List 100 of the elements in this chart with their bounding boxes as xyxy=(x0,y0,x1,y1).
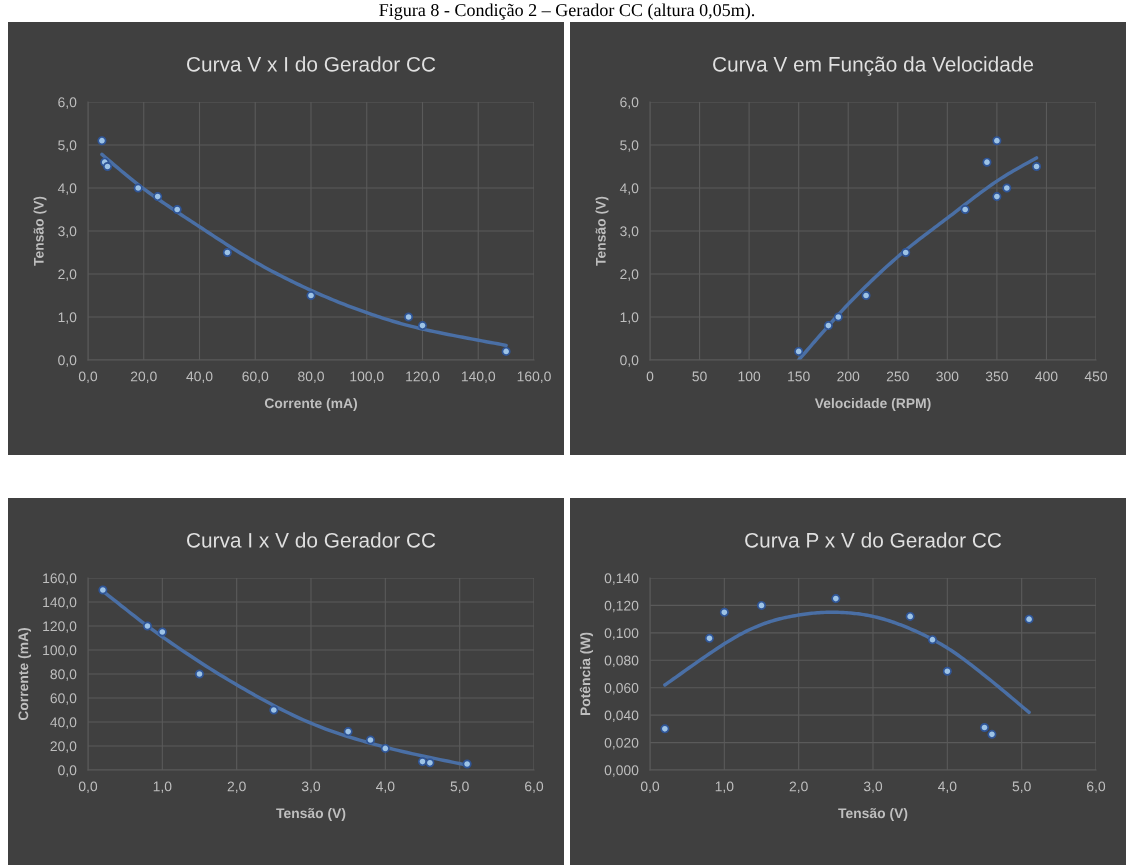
x-tick-label: 450 xyxy=(1084,371,1108,382)
y-tick-label: 20,0 xyxy=(50,741,77,753)
point xyxy=(97,136,107,146)
chart-title: Curva V x I do Gerador CC xyxy=(187,56,436,72)
y-axis-title: Potência (W) xyxy=(579,632,594,716)
point xyxy=(982,157,992,167)
text: Figura 8 - Condição 2 – Gerador CC (altura 0,05m). xyxy=(379,3,755,20)
y-tick-label: 5,0 xyxy=(58,140,77,152)
x-tick-label: 6,0 xyxy=(1087,781,1106,793)
point xyxy=(269,705,279,715)
y-tick-label: 140,0 xyxy=(43,597,77,609)
point xyxy=(960,204,970,215)
point xyxy=(756,600,767,610)
x-axis-title: Tensão (V) xyxy=(276,807,346,821)
y-tick-label: 100,0 xyxy=(43,645,77,657)
y-tick-label: 2,0 xyxy=(58,269,77,281)
y-tick-label: 0,040 xyxy=(604,710,639,722)
point xyxy=(979,722,990,732)
x-tick-label: 50 xyxy=(692,371,707,382)
x-tick-label: 5,0 xyxy=(450,781,469,793)
point xyxy=(942,666,952,676)
x-tick-label: 1,0 xyxy=(153,781,172,793)
y-tick-label: 0,0 xyxy=(58,765,77,777)
chart-title: Curva P x V do Gerador CC xyxy=(745,532,1002,548)
y-tick-label: 0,120 xyxy=(604,600,639,613)
point xyxy=(901,247,911,258)
x-tick-label: 0,0 xyxy=(78,781,98,793)
point xyxy=(905,611,915,621)
y-tick-label: 120,0 xyxy=(43,621,77,633)
y-tick-label: 0,0 xyxy=(620,355,639,367)
y-tick-label: 0,0 xyxy=(58,355,77,367)
point xyxy=(462,759,472,769)
point xyxy=(1002,183,1012,193)
point xyxy=(172,204,182,215)
y-axis-title: Tensão (V) xyxy=(33,196,47,266)
x-tick-label: 150 xyxy=(788,371,810,382)
point xyxy=(343,727,353,737)
x-tick-label: 2,0 xyxy=(789,781,808,793)
point xyxy=(794,346,804,356)
y-tick-label: 6,0 xyxy=(620,97,639,109)
point xyxy=(157,627,167,637)
chart-title: Curva I x V do Gerador CC xyxy=(187,532,436,548)
x-tick-label: 1,0 xyxy=(715,781,734,793)
y-tick-label: 0,000 xyxy=(604,765,639,777)
x-tick-label: 80,0 xyxy=(298,371,324,383)
x-tick-label: 120,0 xyxy=(406,371,440,383)
point xyxy=(133,183,143,193)
x-axis-title: Velocidade (RPM) xyxy=(814,397,931,411)
point xyxy=(831,594,841,604)
x-tick-label: 40,0 xyxy=(186,371,213,383)
point xyxy=(153,192,163,202)
y-tick-label: 0,140 xyxy=(604,573,639,585)
point xyxy=(380,743,390,753)
point xyxy=(660,724,670,734)
x-tick-label: 200 xyxy=(837,371,860,382)
point xyxy=(194,669,205,679)
y-tick-label: 1,0 xyxy=(58,312,77,324)
point xyxy=(404,312,414,322)
point xyxy=(501,346,511,356)
y-tick-label: 6,0 xyxy=(58,97,77,109)
x-tick-label: 100 xyxy=(738,371,761,382)
y-axis-title: Corrente (mA) xyxy=(18,628,32,721)
x-tick-label: 400 xyxy=(1035,371,1058,382)
y-tick-label: 2,0 xyxy=(620,269,639,281)
y-tick-label: 0,020 xyxy=(604,737,639,750)
point xyxy=(1024,614,1034,624)
y-tick-label: 4,0 xyxy=(57,183,77,195)
point xyxy=(142,621,152,631)
y-tick-label: 160,0 xyxy=(43,573,77,585)
point xyxy=(417,321,428,331)
point xyxy=(417,757,428,767)
x-tick-label: 4,0 xyxy=(938,781,957,793)
point xyxy=(992,136,1002,146)
y-axis-title: Tensão (V) xyxy=(595,196,609,266)
point xyxy=(704,633,714,643)
point xyxy=(365,735,375,745)
chart-title: Curva V em Função da Velocidade xyxy=(713,56,1034,76)
x-axis-title: Tensão (V) xyxy=(838,807,908,821)
point xyxy=(992,192,1002,202)
x-tick-label: 160,0 xyxy=(517,371,551,383)
y-tick-label: 0,060 xyxy=(604,683,639,695)
x-tick-label: 250 xyxy=(886,371,909,382)
y-tick-label: 3,0 xyxy=(620,226,639,238)
point xyxy=(222,247,232,258)
y-tick-label: 0,100 xyxy=(604,628,639,640)
x-tick-label: 300 xyxy=(936,371,959,382)
x-tick-label: 350 xyxy=(985,371,1008,382)
y-tick-label: 3,0 xyxy=(58,226,77,238)
point xyxy=(425,758,435,768)
y-tick-label: 1,0 xyxy=(620,312,639,324)
x-tick-label: 0,0 xyxy=(78,371,98,383)
point xyxy=(833,312,843,322)
x-tick-label: 140,0 xyxy=(461,371,496,383)
point xyxy=(719,607,729,617)
x-tick-label: 3,0 xyxy=(863,781,883,793)
x-tick-label: 0 xyxy=(646,371,654,382)
y-tick-label: 0,080 xyxy=(604,655,639,668)
y-tick-label: 60,0 xyxy=(50,693,77,705)
x-tick-label: 60,0 xyxy=(242,371,269,383)
x-tick-label: 5,0 xyxy=(1012,781,1031,793)
